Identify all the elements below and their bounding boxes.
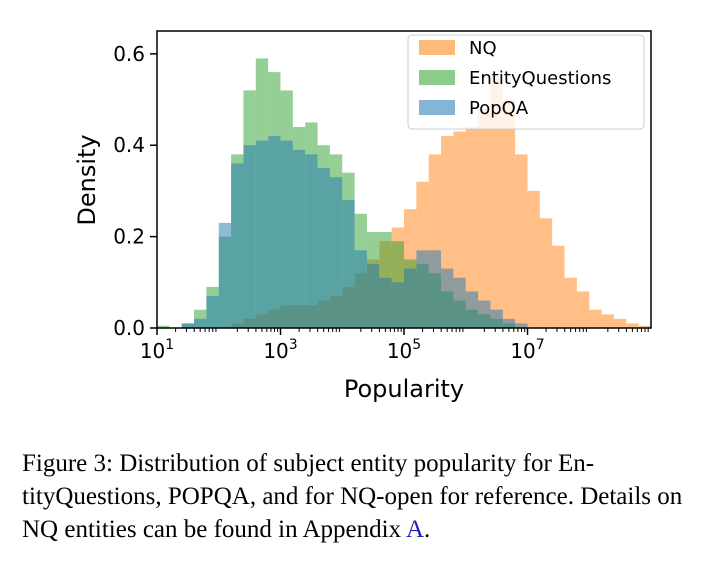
- legend-frame: [407, 34, 645, 130]
- bar-popqa-20: [404, 268, 417, 328]
- figure-caption: Figure 3: Distribution of subject entity…: [22, 447, 702, 546]
- bar-popqa-29: [515, 323, 528, 328]
- y-tick-label: 0.6: [113, 42, 145, 66]
- bar-popqa-23: [441, 268, 454, 328]
- bar-popqa-27: [490, 309, 503, 328]
- bar-entityquestions-0: [157, 325, 170, 328]
- legend-label-popqa: PopQA: [469, 98, 529, 119]
- legend-swatch-popqa: [419, 100, 455, 115]
- bar-popqa-2: [181, 323, 195, 328]
- bar-popqa-3: [194, 318, 207, 328]
- bar-nq-33: [564, 277, 577, 328]
- bar-nq-27: [490, 76, 503, 328]
- legend-label-nq: NQ: [469, 38, 497, 59]
- appendix-link[interactable]: A: [405, 516, 425, 543]
- bar-nq-38: [626, 323, 639, 328]
- caption-text-1: Figure 3: Distribution of subject entity…: [22, 450, 595, 510]
- bar-popqa-9: [268, 136, 281, 328]
- legend: NQ EntityQuestions PopQA: [407, 34, 645, 130]
- bar-popqa-21: [416, 250, 429, 328]
- bar-nq-37: [613, 318, 627, 328]
- bar-popqa-5: [218, 222, 232, 328]
- bar-popqa-22: [428, 250, 442, 328]
- caption-popqa-p: P: [167, 483, 182, 510]
- caption-text-2: , and for NQ-open for reference. Details…: [22, 483, 683, 543]
- y-axis-title: Density: [73, 134, 101, 225]
- legend-swatch-entityquestions: [419, 70, 455, 85]
- bar-popqa-26: [478, 300, 491, 328]
- histogram-bars: [157, 58, 651, 329]
- x-tick-label: 107: [510, 337, 544, 363]
- caption-popqa-op: OP: [181, 483, 214, 510]
- bar-nq-31: [539, 218, 553, 328]
- bar-nq-29: [515, 154, 528, 328]
- bar-popqa-15: [342, 200, 355, 328]
- bar-popqa-10: [280, 140, 293, 328]
- bar-popqa-11: [292, 149, 306, 328]
- caption-text-3: .: [424, 516, 431, 543]
- bar-nq-35: [589, 309, 602, 328]
- x-axis: 101 103 105 107: [140, 328, 649, 363]
- bar-popqa-7: [243, 145, 256, 328]
- x-tick-label: 105: [387, 337, 421, 363]
- bar-popqa-16: [354, 250, 367, 328]
- bar-popqa-6: [231, 163, 244, 328]
- bar-popqa-24: [453, 277, 466, 328]
- bar-popqa-13: [317, 168, 330, 328]
- bar-popqa-4: [206, 296, 219, 328]
- x-tick-label: 103: [263, 337, 297, 363]
- bar-popqa-19: [391, 282, 404, 328]
- bar-popqa-18: [379, 277, 392, 328]
- y-tick-label: 0.0: [113, 316, 145, 340]
- x-axis-title: Popularity: [344, 375, 464, 403]
- bar-popqa-12: [305, 154, 318, 328]
- bar-popqa-25: [465, 291, 479, 328]
- bar-nq-26: [478, 108, 491, 329]
- bar-nq-36: [601, 314, 614, 328]
- legend-label-entityquestions: EntityQuestions: [469, 68, 611, 89]
- bar-nq-32: [552, 245, 565, 328]
- bar-nq-25: [465, 126, 479, 328]
- bar-popqa-8: [255, 140, 269, 328]
- bar-nq-28: [502, 99, 516, 328]
- bar-nq-30: [527, 190, 540, 328]
- bar-popqa-14: [329, 177, 343, 328]
- y-tick-label: 0.2: [113, 225, 145, 249]
- legend-swatch-nq: [419, 40, 455, 55]
- bar-popqa-17: [366, 264, 380, 328]
- x-tick-label: 101: [140, 337, 174, 363]
- y-axis: 0.0 0.2 0.4 0.6: [113, 42, 157, 340]
- bar-nq-39: [638, 325, 651, 328]
- caption-popqa-qa: QA: [213, 483, 250, 510]
- y-tick-label: 0.4: [113, 133, 145, 157]
- bar-popqa-28: [502, 318, 516, 328]
- histogram-figure: 0.0 0.2 0.4 0.6 101 103 105 107 Density Popula…: [73, 30, 652, 403]
- bar-nq-34: [576, 291, 590, 328]
